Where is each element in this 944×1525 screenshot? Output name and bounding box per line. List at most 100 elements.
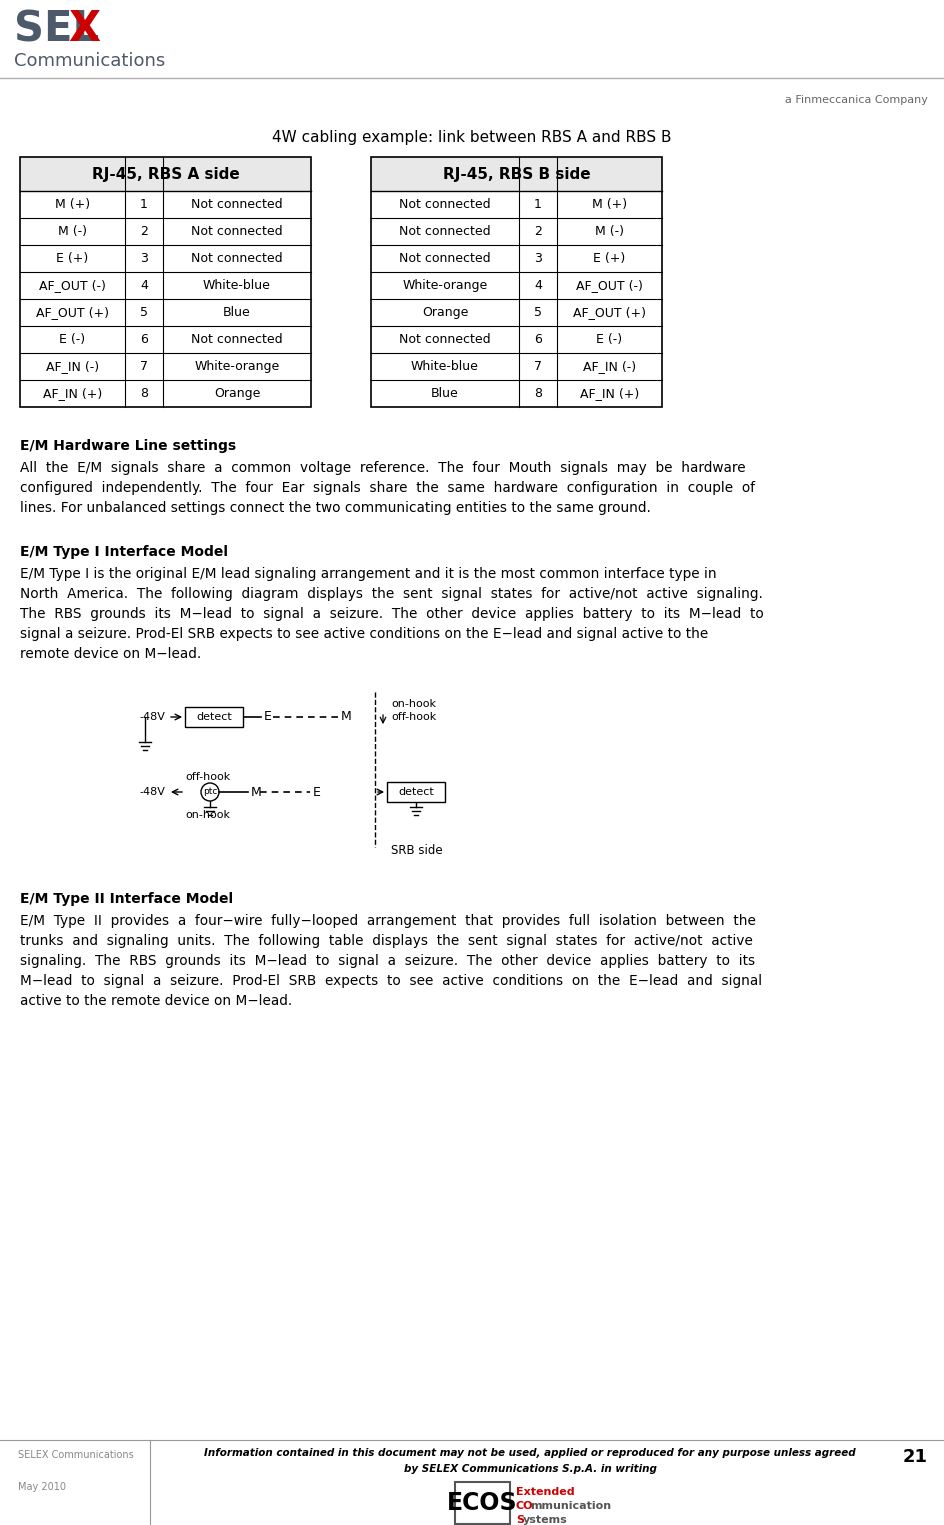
Text: AF_IN (+): AF_IN (+)	[580, 387, 638, 400]
Text: May 2010: May 2010	[18, 1482, 66, 1491]
Text: Not connected: Not connected	[191, 198, 282, 210]
Text: North  America.  The  following  diagram  displays  the  sent  signal  states  f: North America. The following diagram dis…	[20, 587, 762, 601]
Text: Communications: Communications	[14, 52, 165, 70]
Bar	[387, 782, 445, 802]
Text: Blue: Blue	[223, 307, 250, 319]
Bar	[371, 157, 662, 407]
Text: 21: 21	[902, 1449, 927, 1466]
Text: 1: 1	[533, 198, 541, 210]
Text: Not connected: Not connected	[191, 252, 282, 265]
Text: Not connected: Not connected	[191, 226, 282, 238]
Text: M: M	[341, 711, 351, 723]
Text: off-hook: off-hook	[391, 712, 436, 721]
Text: Orange: Orange	[421, 307, 467, 319]
Text: White-orange: White-orange	[194, 360, 279, 374]
Text: 4W cabling example: link between RBS A and RBS B: 4W cabling example: link between RBS A a…	[272, 130, 671, 145]
Text: ystems: ystems	[522, 1514, 567, 1525]
Text: White-blue: White-blue	[203, 279, 271, 291]
Text: signaling.  The  RBS  grounds  its  M−lead  to  signal  a  seizure.  The  other : signaling. The RBS grounds its M−lead to…	[20, 955, 754, 968]
Text: SELEX Communications: SELEX Communications	[18, 1450, 134, 1459]
Bar	[454, 1482, 510, 1523]
Text: AF_OUT (+): AF_OUT (+)	[572, 307, 646, 319]
Text: on-hook: on-hook	[185, 810, 229, 820]
Text: AF_OUT (-): AF_OUT (-)	[576, 279, 642, 291]
Text: All  the  E/M  signals  share  a  common  voltage  reference.  The  four  Mouth : All the E/M signals share a common volta…	[20, 461, 745, 474]
Text: M: M	[251, 785, 261, 799]
Bar	[371, 157, 662, 191]
Text: E/M  Type  II  provides  a  four−wire  fully−looped  arrangement  that  provides: E/M Type II provides a four−wire fully−l…	[20, 913, 755, 929]
Text: E/M Type I Interface Model: E/M Type I Interface Model	[20, 544, 228, 560]
Text: detect: detect	[397, 787, 433, 798]
Text: 5: 5	[533, 307, 542, 319]
Text: Information contained in this document may not be used, applied or reproduced fo: Information contained in this document m…	[204, 1449, 855, 1458]
Text: -48V: -48V	[139, 712, 165, 721]
Text: 2: 2	[140, 226, 148, 238]
Text: ECOS: ECOS	[447, 1491, 517, 1514]
Text: -48V: -48V	[139, 787, 165, 798]
Text: Extended: Extended	[515, 1487, 574, 1498]
Text: Not connected: Not connected	[398, 226, 490, 238]
Text: AF_IN (-): AF_IN (-)	[46, 360, 99, 374]
Text: 4: 4	[533, 279, 541, 291]
Text: AF_OUT (-): AF_OUT (-)	[39, 279, 106, 291]
Text: 5: 5	[140, 307, 148, 319]
Text: M−lead  to  signal  a  seizure.  Prod-El  SRB  expects  to  see  active  conditi: M−lead to signal a seizure. Prod-El SRB …	[20, 974, 761, 988]
Text: on-hook: on-hook	[391, 698, 435, 709]
Text: RJ-45, RBS A side: RJ-45, RBS A side	[92, 166, 239, 181]
Text: CO: CO	[515, 1501, 533, 1511]
Text: detect: detect	[196, 712, 231, 721]
Text: SRB side: SRB side	[391, 843, 442, 857]
Text: M (-): M (-)	[595, 226, 623, 238]
Text: The  RBS  grounds  its  M−lead  to  signal  a  seizure.  The  other  device  app: The RBS grounds its M−lead to signal a s…	[20, 607, 763, 621]
Text: off-hook: off-hook	[185, 772, 230, 782]
Text: E (+): E (+)	[57, 252, 89, 265]
Text: M (+): M (+)	[55, 198, 90, 210]
Text: AF_IN (-): AF_IN (-)	[582, 360, 635, 374]
Text: 7: 7	[533, 360, 542, 374]
Text: SEL: SEL	[14, 8, 99, 50]
Text: 3: 3	[140, 252, 148, 265]
Text: E (+): E (+)	[593, 252, 625, 265]
Text: S: S	[515, 1514, 523, 1525]
Text: mmunication: mmunication	[530, 1501, 611, 1511]
Text: ptc: ptc	[203, 787, 217, 796]
Text: AF_OUT (+): AF_OUT (+)	[36, 307, 109, 319]
Text: AF_IN (+): AF_IN (+)	[42, 387, 102, 400]
Bar	[20, 157, 311, 407]
Text: 8: 8	[140, 387, 148, 400]
Text: 2: 2	[533, 226, 541, 238]
Text: M (-): M (-)	[58, 226, 87, 238]
Text: E/M Hardware Line settings: E/M Hardware Line settings	[20, 439, 236, 453]
Text: Not connected: Not connected	[191, 332, 282, 346]
Text: configured  independently.  The  four  Ear  signals  share  the  same  hardware : configured independently. The four Ear s…	[20, 480, 754, 496]
Text: E: E	[263, 711, 272, 723]
Text: 7: 7	[140, 360, 148, 374]
Text: 6: 6	[140, 332, 148, 346]
Text: remote device on M−lead.: remote device on M−lead.	[20, 647, 201, 660]
Text: E (-): E (-)	[596, 332, 622, 346]
Text: E/M Type II Interface Model: E/M Type II Interface Model	[20, 892, 233, 906]
Bar	[20, 157, 311, 191]
Text: White-orange: White-orange	[402, 279, 487, 291]
Text: Not connected: Not connected	[398, 332, 490, 346]
Text: trunks  and  signaling  units.  The  following  table  displays  the  sent  sign: trunks and signaling units. The followin…	[20, 933, 752, 949]
Bar	[185, 708, 243, 727]
Text: 4: 4	[140, 279, 148, 291]
Text: M (+): M (+)	[591, 198, 627, 210]
Text: 6: 6	[533, 332, 541, 346]
Text: White-blue: White-blue	[411, 360, 479, 374]
Text: RJ-45, RBS B side: RJ-45, RBS B side	[442, 166, 590, 181]
Text: E/M Type I is the original E/M lead signaling arrangement and it is the most com: E/M Type I is the original E/M lead sign…	[20, 567, 716, 581]
Text: X: X	[68, 8, 100, 50]
Text: signal a seizure. Prod-El SRB expects to see active conditions on the E−lead and: signal a seizure. Prod-El SRB expects to…	[20, 627, 707, 640]
Text: E (-): E (-)	[59, 332, 86, 346]
Text: Orange: Orange	[213, 387, 260, 400]
Text: Not connected: Not connected	[398, 252, 490, 265]
Text: lines. For unbalanced settings connect the two communicating entities to the sam: lines. For unbalanced settings connect t…	[20, 502, 650, 515]
Text: E: E	[312, 785, 321, 799]
Text: a Finmeccanica Company: a Finmeccanica Company	[784, 95, 927, 105]
Text: Not connected: Not connected	[398, 198, 490, 210]
Text: active to the remote device on M−lead.: active to the remote device on M−lead.	[20, 994, 292, 1008]
Text: 8: 8	[533, 387, 542, 400]
Text: by SELEX Communications S.p.A. in writing: by SELEX Communications S.p.A. in writin…	[403, 1464, 656, 1475]
